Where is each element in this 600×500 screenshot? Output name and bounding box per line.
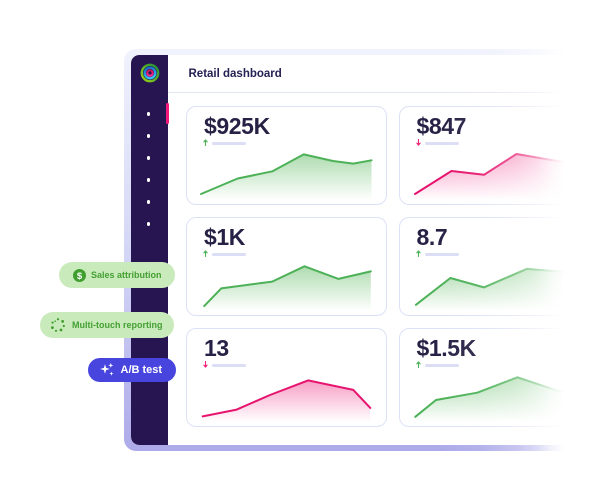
svg-text:$: $ xyxy=(77,270,83,281)
